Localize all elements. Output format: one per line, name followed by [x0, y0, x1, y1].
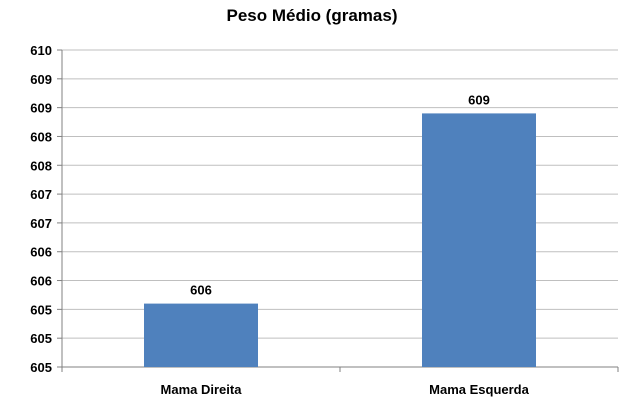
y-tick-label: 610	[30, 43, 52, 58]
y-tick-label: 607	[30, 187, 52, 202]
x-category-label: Mama Direita	[161, 382, 243, 397]
data-labels: 606 609	[190, 92, 490, 297]
y-tick-label: 605	[30, 360, 52, 375]
category-labels: Mama Direita Mama Esquerda	[161, 382, 530, 397]
data-label: 606	[190, 283, 212, 298]
y-tick-label: 606	[30, 245, 52, 260]
bar-2	[422, 113, 536, 368]
y-tick-label: 607	[30, 216, 52, 231]
x-category-label: Mama Esquerda	[429, 382, 529, 397]
y-tick-label: 605	[30, 331, 52, 346]
y-tick-label: 608	[30, 158, 52, 173]
y-tick-label: 609	[30, 101, 52, 116]
bar-1	[144, 303, 258, 367]
y-axis-ticks: 610 609 609 608 608 607 607 606 606 605 605 605	[30, 43, 62, 375]
y-tick-label: 605	[30, 302, 52, 317]
y-tick-label: 609	[30, 72, 52, 87]
bars	[144, 113, 536, 368]
y-tick-label: 608	[30, 129, 52, 144]
y-tick-label: 606	[30, 274, 52, 289]
chart-title: Peso Médio (gramas)	[226, 6, 398, 25]
data-label: 609	[468, 92, 490, 107]
